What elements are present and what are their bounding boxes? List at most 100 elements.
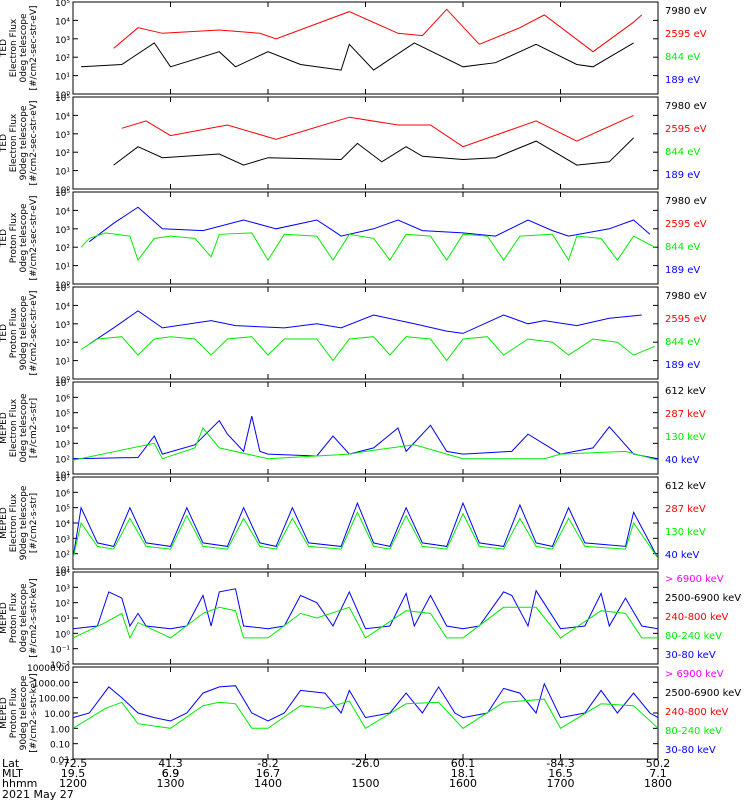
y-tick-label: 10000.00 — [27, 664, 70, 674]
panel-frame — [72, 381, 659, 475]
y-tick-label: 10⁶ — [55, 394, 70, 404]
y-tick-label: 10² — [55, 600, 70, 610]
legend-entry: 287 keV — [665, 409, 706, 420]
legend-entry: 844 eV — [665, 147, 700, 158]
y-tick-label: 10¹ — [55, 471, 70, 481]
legend-entry: 30-80 keV — [665, 745, 716, 756]
y-axis-label: TEDElectron Flux90deg telescope[#/cm2-se… — [0, 101, 39, 186]
y-axis-label-line: Electron Flux — [9, 493, 19, 552]
y-axis-label-line: Proton Flux — [9, 307, 19, 358]
legend-entry: 240-800 keV — [665, 612, 729, 623]
series-line-red — [113, 8, 643, 53]
y-tick-label: 10⁰ — [55, 281, 70, 291]
y-axis-label-line: [#/cm2-sec-str-eV] — [29, 291, 39, 376]
x-tick-label-hhmm: 1400 — [254, 777, 282, 790]
y-axis-label-line: 90deg telescope — [19, 485, 29, 560]
x-tick-label-mlt: 16.5 — [548, 767, 573, 780]
y-tick-label: 10.00 — [44, 710, 70, 720]
x-tick-label-lat: 41.3 — [158, 757, 183, 770]
panel-5: 10⁷ 10⁶ 10⁵ 10⁴ 10³ 10² 10¹ MEPEDElectron Flux9… — [0, 474, 706, 576]
y-tick-label: 0.10 — [50, 741, 70, 751]
panel-0: 10⁵ 10⁴ 10³ 10² 10¹ 10⁰ TEDElectron Flux0deg t… — [0, 0, 707, 101]
y-axis-label: MEPEDProton Flux90deg telescope[#/cm2-s-… — [0, 673, 39, 752]
y-tick-label: 10⁰ — [55, 630, 70, 640]
y-axis-label-line: TED — [0, 324, 9, 343]
x-row-label-lat: Lat — [2, 757, 20, 770]
series-line-green — [73, 427, 658, 461]
series-line-blue — [73, 588, 658, 630]
legend-entry: 40 keV — [665, 550, 699, 561]
y-tick-label: 10¹ — [55, 263, 70, 273]
panel-4: 10⁷ 10⁶ 10⁵ 10⁴ 10³ 10² 10¹ MEPEDElectron Flux0… — [0, 379, 706, 481]
legend-entry: 844 eV — [665, 337, 700, 348]
legend-entry: 7980 eV — [665, 291, 707, 302]
series-line-black — [81, 42, 634, 71]
y-axis-label-line: Proton Flux — [9, 687, 19, 738]
y-axis-label-line: [#/cm2-s-str] — [29, 493, 39, 553]
y-axis-label-line: 90deg telescope — [19, 105, 29, 180]
y-axis-label: MEPEDElectron Flux90deg telescope[#/cm2-… — [0, 485, 39, 560]
legend-entry: 287 keV — [665, 504, 706, 515]
y-axis-label-line: 90deg telescope — [19, 675, 29, 750]
legend-entry: 844 eV — [665, 242, 700, 253]
legend-entry: 612 keV — [665, 386, 706, 397]
x-tick-label-mlt: 6.9 — [162, 767, 180, 780]
y-tick-label: 10¹ — [55, 358, 70, 368]
x-tick-label-mlt: 7.1 — [649, 767, 667, 780]
y-tick-label: 10⁰ — [55, 186, 70, 196]
y-tick-label: 10⁵ — [55, 410, 70, 420]
legend-entry: 2595 eV — [665, 314, 707, 325]
y-tick-label: 10⁴ — [55, 17, 70, 27]
y-axis-label-line: 0deg telescope — [19, 583, 29, 653]
y-axis-label-line: Proton Flux — [9, 212, 19, 263]
legend-entry: 2595 eV — [665, 219, 707, 230]
x-tick-label-hhmm: 1300 — [157, 777, 185, 790]
x-tick-label-hhmm: 1200 — [59, 777, 87, 790]
legend-entry: 80-240 keV — [665, 631, 722, 642]
x-tick-label-hhmm: 1800 — [644, 777, 672, 790]
y-axis-label-line: MEPED — [0, 602, 9, 634]
x-tick-label-lat: 50.2 — [646, 757, 671, 770]
y-axis-label: MEPEDProton Flux0deg telescope[#/cm2-s-s… — [0, 578, 39, 657]
legend-entry: 7980 eV — [665, 6, 707, 17]
y-tick-label: 10⁵ — [55, 94, 70, 104]
date-label: 2021 May 27 — [2, 788, 74, 800]
y-tick-label: 10⁰ — [55, 376, 70, 386]
legend-entry: 130 keV — [665, 527, 706, 538]
y-axis-label-line: [#/cm2-s-str] — [29, 398, 39, 458]
legend-entry: 240-800 keV — [665, 707, 729, 718]
y-axis-label-line: TED — [0, 229, 9, 248]
y-tick-label: 10⁵ — [55, 189, 70, 199]
panel-frame — [72, 191, 659, 285]
legend-entry: 2500-6900 keV — [665, 593, 741, 604]
legend-entry: 189 eV — [665, 265, 700, 276]
legend-entry: 7980 eV — [665, 196, 707, 207]
series-line-green — [73, 511, 658, 559]
y-axis-label-line: [#/cm2-sec-str-eV] — [29, 6, 39, 91]
panel-1: 10⁵ 10⁴ 10³ 10² 10¹ 10⁰ TEDElectron Flux90deg … — [0, 94, 707, 196]
y-axis-label-line: Electron Flux — [9, 398, 19, 457]
y-axis-label-line: TED — [0, 39, 9, 58]
series-line-blue — [88, 206, 651, 243]
legend-entry: 189 eV — [665, 360, 700, 371]
x-tick-label-mlt: 18.1 — [451, 767, 476, 780]
legend-entry: > 6900 keV — [665, 669, 724, 680]
y-axis-label-line: Electron Flux — [9, 113, 19, 172]
y-tick-label: 10² — [55, 551, 70, 561]
legend-entry: 844 eV — [665, 52, 700, 63]
y-axis-label: TEDProton Flux90deg telescope[#/cm2-sec-… — [0, 291, 39, 376]
x-tick-label-hhmm: 1500 — [352, 777, 380, 790]
y-tick-label: 10³ — [55, 440, 70, 450]
y-tick-label: 10³ — [55, 584, 70, 594]
legend-entry: 40 keV — [665, 455, 699, 466]
legend-entry: 130 keV — [665, 432, 706, 443]
x-tick-label-lat: -72.5 — [59, 757, 87, 770]
y-axis-label: TEDProton Flux0deg telescope[#/cm2-sec-s… — [0, 196, 39, 281]
y-axis-label-line: Proton Flux — [9, 592, 19, 643]
legend-entry: 7980 eV — [665, 101, 707, 112]
y-tick-label: 1000.00 — [33, 679, 70, 689]
x-tick-label-hhmm: 1600 — [449, 777, 477, 790]
series-line-green — [80, 336, 655, 362]
x-tick-label-mlt: 19.5 — [61, 767, 86, 780]
